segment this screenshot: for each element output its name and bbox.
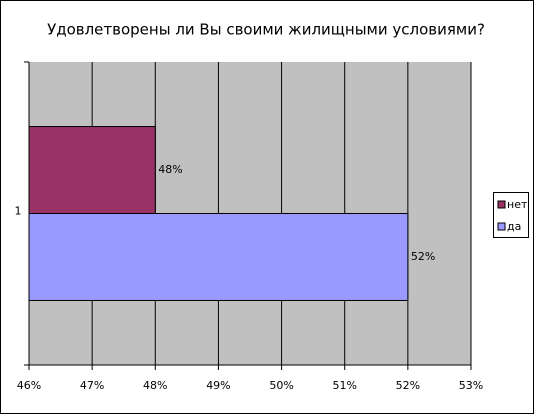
bar xyxy=(28,126,156,214)
legend-swatch xyxy=(497,200,506,209)
value-label: 48% xyxy=(158,163,182,176)
legend-label: да xyxy=(507,220,521,233)
x-tick-label: 49% xyxy=(206,379,230,392)
legend-label: нет xyxy=(507,198,528,211)
x-tick-label: 52% xyxy=(396,379,420,392)
legend-swatch xyxy=(497,222,506,231)
y-tick-label: 1 xyxy=(15,205,22,218)
bar xyxy=(28,213,409,301)
value-label: 52% xyxy=(411,250,435,263)
x-tick-label: 51% xyxy=(332,379,356,392)
x-tick-label: 48% xyxy=(143,379,167,392)
x-tick-label: 50% xyxy=(269,379,293,392)
x-tick-label: 47% xyxy=(80,379,104,392)
x-tick-label: 53% xyxy=(459,379,483,392)
x-tick-label: 46% xyxy=(17,379,41,392)
chart-title: Удовлетворены ли Вы своими жилищными усл… xyxy=(47,21,485,39)
